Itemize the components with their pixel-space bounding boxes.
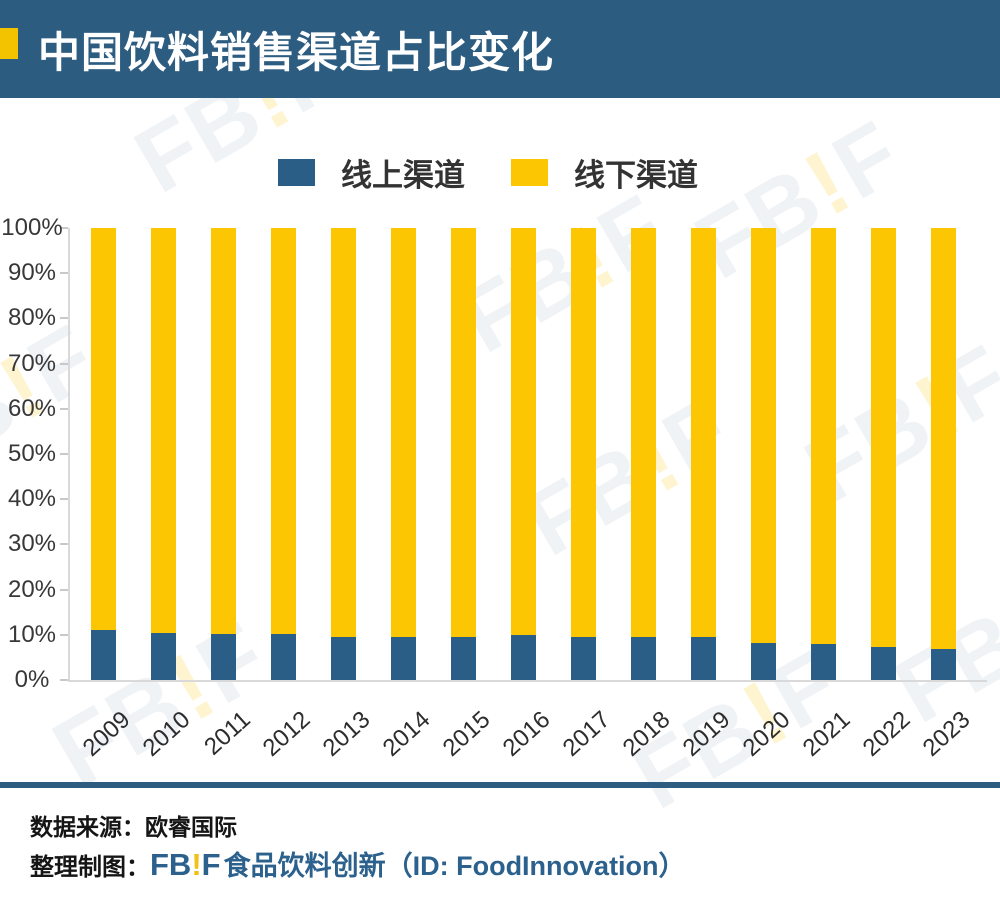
bar-segment-offline: [931, 228, 956, 649]
page-title: 中国饮料销售渠道占比变化: [38, 28, 555, 76]
legend-label-online: 线上渠道: [341, 158, 465, 193]
y-axis-label: 90%: [7, 259, 57, 287]
y-axis-label: 50%: [7, 440, 57, 467]
bar-group-2017: [571, 228, 596, 680]
footer-divider: [0, 782, 1000, 788]
bar-segment-offline: [571, 228, 596, 637]
fbif-logo: FB!F: [150, 847, 221, 883]
bar-segment-online: [571, 636, 596, 680]
bar-segment-online: [151, 632, 176, 680]
bar-segment-offline: [391, 228, 416, 638]
bar-group-2020: [751, 228, 776, 680]
bar-group-2010: [151, 228, 176, 680]
legend-swatch-offline: [511, 159, 548, 186]
bar-group-2012: [271, 228, 296, 680]
credit-line: 整理制图： FB!F 食品饮料创新（ID: FoodInnovation）: [30, 844, 686, 883]
bar-segment-offline: [811, 228, 836, 644]
bar-segment-online: [391, 637, 416, 680]
bar-segment-offline: [211, 228, 236, 635]
bar-segment-offline: [151, 228, 176, 633]
bar-group-2015: [451, 228, 476, 680]
bar-segment-offline: [631, 228, 656, 638]
x-axis-label: 2012: [257, 706, 316, 762]
y-axis-label: 100%: [1, 214, 63, 241]
bar-segment-offline: [691, 228, 716, 638]
y-axis-label: 0%: [14, 666, 50, 693]
x-axis-label: 2014: [377, 706, 436, 762]
bar-segment-online: [751, 643, 776, 680]
chart-legend: 线上渠道 线下渠道: [0, 150, 988, 195]
bar-segment-online: [271, 634, 296, 680]
plot-area: [60, 227, 987, 682]
data-source: 数据来源：欧睿国际: [30, 814, 237, 840]
bar-group-2009: [91, 228, 116, 680]
y-axis-tick: [60, 498, 68, 501]
bar-segment-offline: [451, 228, 476, 637]
y-axis-label: 20%: [7, 575, 57, 603]
bar-segment-online: [691, 637, 716, 680]
bar-segment-online: [871, 647, 896, 680]
bar-group-2013: [331, 228, 356, 680]
bar-group-2016: [511, 228, 536, 680]
y-axis-tick: [60, 407, 68, 410]
header-bar: 中国饮料销售渠道占比变化: [0, 0, 1000, 98]
y-axis-label: 30%: [7, 530, 57, 558]
y-axis-tick: [60, 679, 68, 681]
logo-f: F: [201, 847, 221, 882]
x-axis-label: 2016: [497, 706, 556, 762]
legend-swatch-online: [278, 159, 315, 186]
legend-item-online: 线上渠道: [278, 150, 465, 195]
bar-group-2014: [391, 228, 416, 680]
x-axis-label: 2013: [317, 706, 376, 762]
y-axis-tick: [60, 453, 68, 455]
bar-segment-online: [811, 643, 836, 680]
legend-label-offline: 线下渠道: [574, 158, 698, 193]
bar-group-2011: [211, 228, 236, 680]
credit-text: 食品饮料创新（ID: FoodInnovation）: [223, 851, 686, 881]
logo-fb: FB: [150, 847, 192, 882]
y-axis-label: 10%: [7, 620, 57, 648]
y-axis-tick: [60, 272, 68, 275]
bar-segment-online: [211, 634, 236, 680]
bar-segment-online: [511, 634, 536, 680]
bar-segment-offline: [91, 228, 116, 631]
legend-item-offline: 线下渠道: [511, 150, 698, 195]
bar-group-2019: [691, 228, 716, 680]
y-axis-tick: [60, 227, 68, 229]
bar-segment-online: [331, 636, 356, 680]
x-axis-label: 2017: [557, 706, 616, 762]
bar-segment-offline: [871, 228, 896, 648]
y-axis-tick: [60, 362, 68, 365]
bar-group-2023: [931, 228, 956, 680]
y-axis-tick: [60, 317, 68, 320]
y-axis-label: 40%: [7, 485, 57, 513]
bar-segment-offline: [511, 228, 536, 635]
x-axis-label: 2015: [437, 706, 496, 762]
title-accent-square: [0, 28, 18, 59]
y-axis-tick: [60, 633, 68, 636]
x-axis-label: 2022: [857, 706, 916, 762]
bar-group-2022: [871, 228, 896, 680]
bar-group-2021: [811, 228, 836, 680]
bar-segment-online: [91, 630, 116, 680]
bar-group-2018: [631, 228, 656, 680]
y-axis-tick: [60, 543, 68, 546]
credit-prefix: 整理制图：: [30, 854, 150, 881]
y-axis-label: 80%: [7, 304, 57, 332]
bar-segment-online: [931, 648, 956, 680]
bar-segment-online: [631, 637, 656, 680]
y-axis-label: 70%: [7, 349, 57, 377]
bar-segment-online: [451, 636, 476, 680]
logo-exclamation: !: [191, 847, 202, 882]
y-axis-tick: [60, 588, 68, 591]
y-axis-label: 60%: [7, 394, 57, 422]
bar-segment-offline: [751, 228, 776, 644]
bar-segment-offline: [271, 228, 296, 635]
bar-segment-offline: [331, 228, 356, 637]
